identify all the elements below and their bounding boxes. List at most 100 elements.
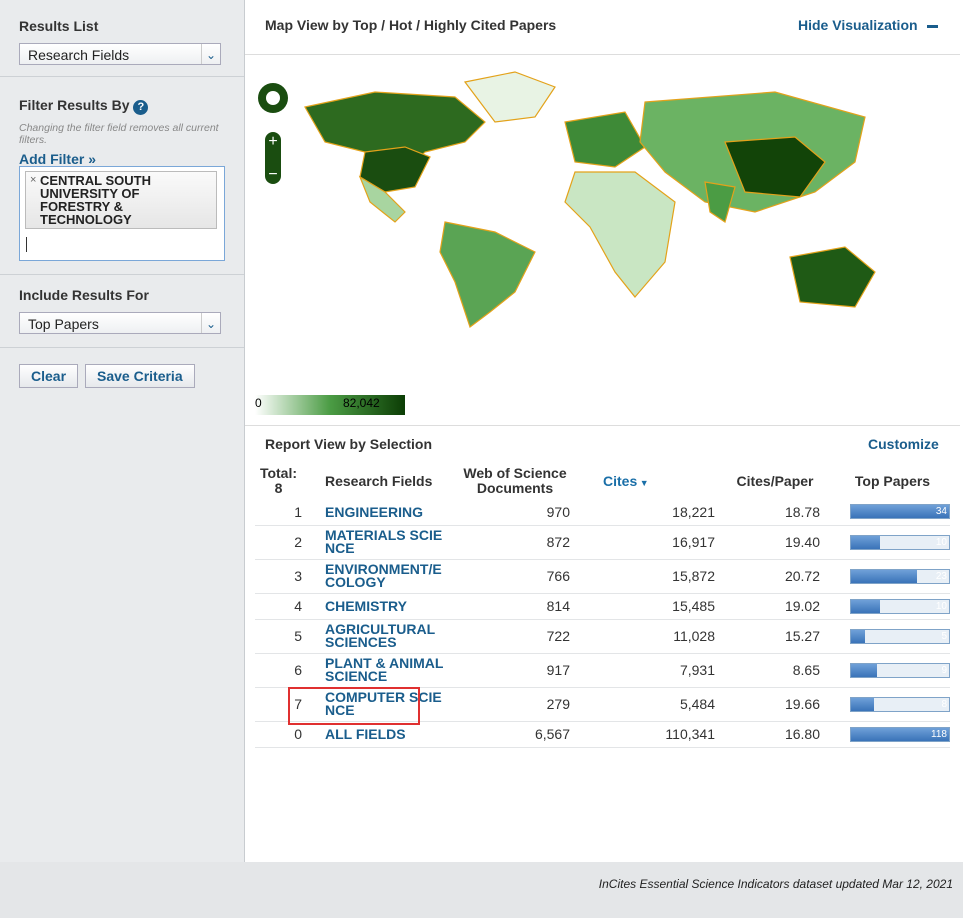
top-papers-cell: 10 bbox=[835, 525, 950, 559]
minus-icon bbox=[927, 24, 939, 28]
africa bbox=[564, 171, 676, 298]
rank: 7 bbox=[294, 696, 302, 712]
field-link[interactable]: CHEMISTRY bbox=[325, 598, 407, 614]
top-papers-cell: 118 bbox=[835, 721, 950, 747]
spacer bbox=[302, 525, 325, 559]
rank: 5 bbox=[294, 628, 302, 644]
results-list-select[interactable]: Research Fields ⌄ bbox=[19, 43, 221, 65]
customize-link[interactable]: Customize bbox=[868, 436, 939, 452]
top-papers-cell: 10 bbox=[835, 593, 950, 619]
documents: 722 bbox=[546, 628, 570, 644]
south-america bbox=[439, 221, 536, 328]
header-row: Total: 8 Research Fields Web of Science D… bbox=[255, 463, 950, 499]
total-label: Total: bbox=[259, 465, 298, 481]
documents: 6,567 bbox=[534, 726, 570, 742]
cites: 7,931 bbox=[679, 662, 715, 678]
field-cell: PLANT & ANIMAL SCIENCE bbox=[325, 653, 460, 687]
total-value: 8 bbox=[274, 480, 283, 496]
documents: 970 bbox=[546, 503, 570, 520]
top-papers-bar bbox=[851, 727, 949, 741]
documents: 872 bbox=[546, 534, 570, 550]
field-link[interactable]: AGRICULTURAL SCIENCES bbox=[325, 620, 435, 650]
bar-label: 9 bbox=[941, 664, 947, 676]
table-row: 5 AGRICULTURAL SCIENCES 722 11,028 15.27 5 bbox=[255, 619, 950, 653]
cites: 16,917 bbox=[672, 534, 715, 550]
hide-visualization[interactable]: Hide Visualization bbox=[798, 17, 939, 33]
rank: 4 bbox=[294, 598, 302, 614]
text-cursor bbox=[26, 237, 27, 252]
save-criteria-button[interactable]: Save Criteria bbox=[85, 364, 195, 388]
spacer bbox=[302, 593, 325, 619]
col-header: Cites/Paper bbox=[736, 473, 814, 489]
canada bbox=[304, 91, 486, 178]
total-header: Total: 8 bbox=[255, 463, 302, 499]
filter-tag-text: CENTRAL SOUTH UNIVERSITY OF FORESTRY & T… bbox=[40, 173, 151, 227]
table-row: 6 PLANT & ANIMAL SCIENCE 917 7,931 8.65 9 bbox=[255, 653, 950, 687]
china bbox=[724, 136, 826, 198]
cites-per-paper: 20.72 bbox=[784, 568, 820, 584]
cites: 15,872 bbox=[672, 568, 715, 584]
footer: InCites Essential Science Indicators dat… bbox=[0, 862, 963, 918]
australia bbox=[789, 246, 876, 308]
select-value: Top Papers bbox=[28, 316, 99, 332]
field-cell: COMPUTER SCIENCE bbox=[288, 686, 460, 725]
cites: 11,028 bbox=[673, 628, 715, 644]
field-link[interactable]: MATERIALS SCIENCE bbox=[325, 526, 443, 556]
top-papers-cell: 5 bbox=[835, 619, 950, 653]
rank: 3 bbox=[294, 568, 302, 584]
col-header-sorted[interactable]: Cites ▼ bbox=[570, 463, 715, 499]
clear-button[interactable]: Clear bbox=[19, 364, 79, 388]
filter-box[interactable]: × CENTRAL SOUTH UNIVERSITY OF FORESTRY &… bbox=[19, 166, 225, 261]
col-header: Research Fields bbox=[325, 473, 433, 489]
separator bbox=[0, 347, 244, 348]
remove-tag[interactable]: × bbox=[30, 174, 37, 186]
table-row: 7 COMPUTER SCIENCE 279 5,484 19.66 8 bbox=[255, 686, 950, 725]
cites-per-paper: 8.65 bbox=[792, 662, 820, 678]
documents: 766 bbox=[546, 568, 570, 584]
field-link[interactable]: ALL FIELDS bbox=[325, 726, 406, 742]
main-panel: Map View by Top / Hot / Highly Cited Pap… bbox=[245, 0, 960, 862]
col-header: Top Papers bbox=[854, 473, 931, 489]
table-row: 2 MATERIALS SCIENCE 872 16,917 19.40 10 bbox=[255, 525, 950, 559]
col-header: Web of Science Documents bbox=[463, 465, 567, 496]
rank: 2 bbox=[294, 534, 302, 550]
field-link[interactable]: ENGINEERING bbox=[325, 503, 424, 520]
include-select[interactable]: Top Papers ⌄ bbox=[19, 312, 221, 334]
field-link[interactable]: PLANT & ANIMAL SCIENCE bbox=[325, 654, 444, 684]
europe bbox=[564, 111, 646, 168]
rank: 1 bbox=[294, 503, 302, 520]
separator bbox=[245, 54, 960, 55]
cites-per-paper: 19.40 bbox=[784, 534, 820, 550]
cites: 5,484 bbox=[679, 696, 715, 712]
bar-track: 34 bbox=[850, 504, 950, 520]
footer-text: InCites Essential Science Indicators dat… bbox=[598, 877, 953, 891]
top-papers-bar bbox=[851, 569, 918, 583]
field-cell: CHEMISTRY bbox=[325, 593, 460, 619]
india bbox=[704, 181, 736, 223]
table-row: 3 ENVIRONMENT/ECOLOGY 766 15,872 20.72 23 bbox=[255, 559, 950, 593]
separator bbox=[0, 274, 244, 275]
map-title: Map View by Top / Hot / Highly Cited Pap… bbox=[265, 17, 557, 33]
top-papers-bar bbox=[851, 599, 880, 613]
cites-per-paper: 19.66 bbox=[784, 696, 820, 712]
cites-per-paper: 18.78 bbox=[784, 503, 820, 520]
filter-label: Filter Results By ? bbox=[19, 97, 149, 115]
bar-label: 5 bbox=[941, 630, 947, 642]
sidebar: Results List Research Fields ⌄ Filter Res… bbox=[0, 0, 245, 862]
field-link[interactable]: ENVIRONMENT/ECOLOGY bbox=[325, 560, 442, 590]
bar-label: 118 bbox=[931, 728, 947, 740]
add-filter-link[interactable]: Add Filter » bbox=[19, 151, 97, 167]
top-papers-bar bbox=[851, 629, 866, 643]
separator bbox=[0, 76, 244, 77]
separator bbox=[245, 425, 960, 426]
bar-label: 23 bbox=[935, 570, 947, 582]
dropdown-arrow: ⌄ bbox=[201, 44, 220, 64]
hide-text: Hide Visualization bbox=[798, 17, 918, 33]
table-row: 0 ALL FIELDS 6,567 110,341 16.80 118 bbox=[255, 721, 950, 747]
field-link[interactable]: COMPUTER SCIENCE bbox=[325, 688, 442, 718]
help-icon[interactable]: ? bbox=[133, 100, 149, 115]
field-cell: ENVIRONMENT/ECOLOGY bbox=[325, 559, 460, 593]
map-controls[interactable]: + − bbox=[258, 83, 288, 184]
top-papers-cell: 9 bbox=[835, 653, 950, 687]
documents: 814 bbox=[546, 598, 570, 614]
